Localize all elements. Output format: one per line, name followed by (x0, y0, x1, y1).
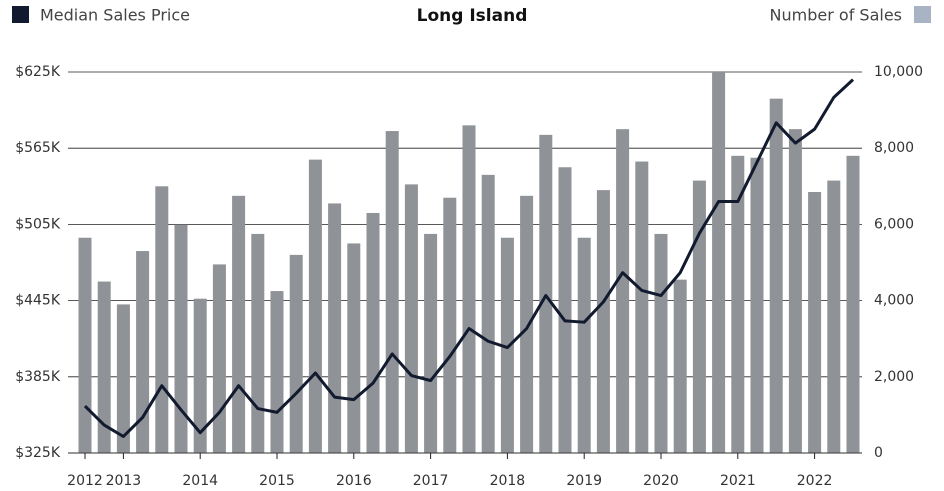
bar (212, 264, 226, 453)
x-tick-label: 2020 (643, 473, 679, 489)
bar (443, 197, 457, 453)
x-tick-label: 2013 (106, 473, 142, 489)
bar (712, 72, 726, 453)
y2-tick-label: 10,000 (874, 64, 923, 80)
x-tick-label: 2019 (566, 473, 602, 489)
x-tick-label: 2022 (797, 473, 833, 489)
chart-title: Long Island (417, 6, 528, 26)
y2-tick-label: 0 (874, 445, 883, 461)
y2-tick-label: 6,000 (874, 216, 914, 232)
y2-tick-label: 4,000 (874, 293, 914, 309)
bar (731, 155, 745, 453)
bar (520, 195, 534, 453)
bar (481, 174, 495, 453)
bar (827, 180, 841, 453)
bar (462, 125, 476, 453)
x-tick-label: 2021 (720, 473, 756, 489)
bar (654, 233, 668, 453)
legend-swatch (12, 6, 29, 23)
x-tick-label: 2017 (413, 473, 449, 489)
y-tick-label: $325K (15, 445, 61, 461)
y-tick-label: $385K (15, 369, 61, 385)
bar (558, 167, 572, 453)
legend-label: Median Sales Price (40, 6, 190, 25)
bar (289, 254, 303, 453)
bar (424, 233, 438, 453)
bar (635, 161, 649, 453)
y-tick-label: $625K (15, 64, 61, 80)
y2-tick-label: 2,000 (874, 369, 914, 385)
bar (577, 237, 591, 453)
line (83, 78, 855, 438)
x-tick-label: 2016 (336, 473, 372, 489)
bar (78, 237, 92, 453)
bar (347, 243, 361, 453)
legend-swatch (914, 6, 931, 23)
bar (385, 131, 399, 453)
bar (539, 134, 553, 454)
bar (251, 233, 265, 453)
bar (308, 159, 322, 453)
x-tick-label: 2015 (259, 473, 295, 489)
x-tick-label: 2018 (490, 473, 526, 489)
bar (846, 155, 860, 453)
bar (174, 224, 188, 453)
bar (155, 186, 169, 454)
bar (769, 98, 783, 454)
y-tick-label: $505K (15, 216, 61, 232)
legend-label: Number of Sales (770, 6, 902, 25)
bar (616, 129, 630, 453)
bar (808, 192, 822, 453)
bar (673, 279, 687, 453)
bar (596, 190, 610, 454)
bar (193, 298, 207, 453)
bar (692, 180, 706, 453)
bar (97, 281, 111, 453)
bar (788, 129, 802, 453)
x-tick-label: 2014 (182, 473, 218, 489)
bar (750, 157, 764, 453)
y2-tick-label: 8,000 (874, 140, 914, 156)
bar (404, 184, 418, 453)
bar (366, 212, 380, 453)
bar (500, 237, 514, 453)
x-tick-label: 2012 (67, 473, 103, 489)
y-tick-label: $565K (15, 140, 61, 156)
bar (136, 251, 150, 453)
bar (328, 203, 342, 453)
bar (232, 195, 246, 453)
y-tick-label: $445K (15, 293, 61, 309)
bar (270, 291, 284, 453)
bar (116, 304, 130, 453)
